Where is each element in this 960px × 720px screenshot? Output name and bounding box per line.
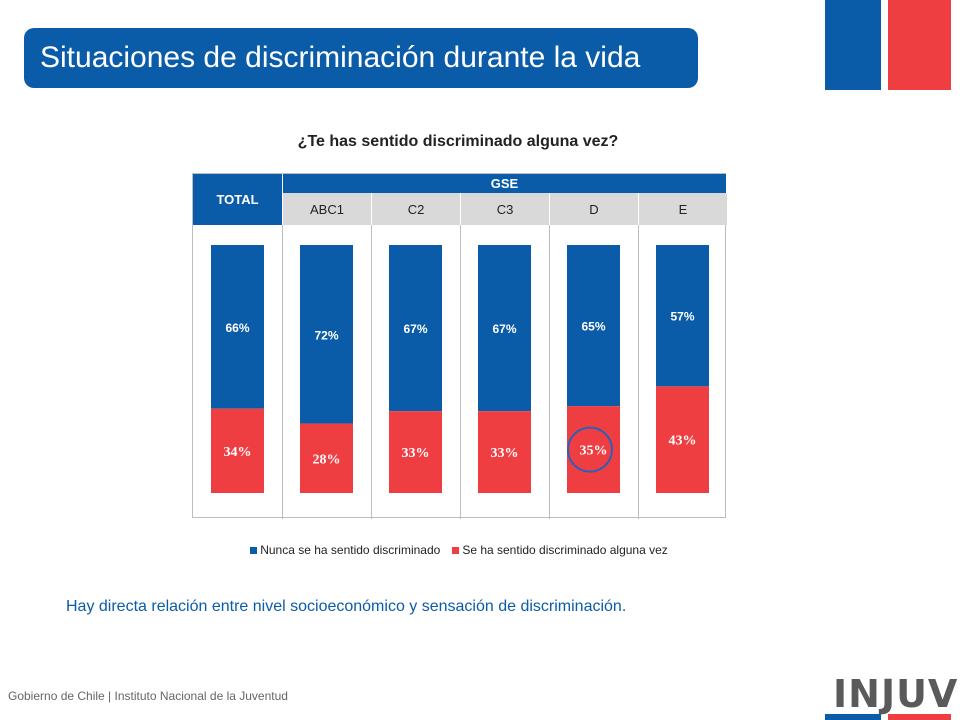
category-label-abc1: ABC1 (282, 193, 371, 225)
category-label-c3: C3 (460, 193, 549, 225)
bar-nunca-abc1 (300, 245, 353, 424)
data-label-nunca-c3: 67% (492, 322, 516, 336)
injuv-logo: INJUV (833, 672, 959, 716)
page-title: Situaciones de discriminación durante la… (40, 41, 641, 74)
title-banner: Situaciones de discriminación durante la… (24, 28, 698, 88)
bar-nunca-e (656, 245, 709, 387)
gse-header: GSE (282, 174, 726, 193)
bar-se-ha-total (211, 408, 264, 493)
chart-title: ¿Te has sentido discriminado alguna vez? (297, 133, 619, 150)
legend-item-nunca: Nunca se ha sentido discriminado (250, 543, 440, 557)
column-divider (282, 225, 283, 519)
footer-text: Gobierno de Chile | Instituto Nacional d… (8, 689, 288, 703)
legend: Nunca se ha sentido discriminado Se ha s… (192, 543, 726, 557)
bar-se-ha-e (656, 386, 709, 493)
column-divider (371, 225, 372, 519)
legend-swatch-red (452, 546, 460, 554)
category-label-d: D (549, 193, 638, 225)
bar-se-ha-c2 (389, 411, 442, 493)
bar-nunca-d (567, 245, 620, 407)
legend-item-se-ha: Se ha sentido discriminado alguna vez (452, 543, 668, 557)
chart-frame: TOTAL GSE ABC1 C2 C3 D E 66% 34% 72% 28% 67%… (192, 173, 727, 519)
legend-label-nunca: Nunca se ha sentido discriminado (260, 543, 441, 557)
data-label-se-ha-c2: 33% (402, 446, 430, 461)
category-label-e: E (638, 193, 727, 225)
data-label-nunca-e: 57% (670, 310, 694, 324)
data-label-nunca-d: 65% (581, 320, 605, 334)
data-label-se-ha-total: 34% (224, 445, 252, 460)
logo-stripes (825, 714, 951, 720)
data-label-se-ha-abc1: 28% (313, 452, 341, 467)
data-label-nunca-total: 66% (225, 321, 249, 335)
flag-stripes (825, 0, 951, 90)
data-label-se-ha-c3: 33% (491, 446, 519, 461)
data-label-se-ha-d: 35% (580, 444, 608, 459)
column-divider (460, 225, 461, 519)
data-label-se-ha-e: 43% (669, 434, 697, 449)
highlight-circle (567, 426, 613, 473)
category-label-c2: C2 (371, 193, 460, 225)
column-divider (549, 225, 550, 519)
column-divider (638, 225, 639, 519)
legend-label-se-ha: Se ha sentido discriminado alguna vez (462, 543, 668, 557)
bar-se-ha-abc1 (300, 423, 353, 493)
data-label-nunca-abc1: 72% (314, 328, 338, 342)
bar-nunca-c2 (389, 245, 442, 412)
conclusion-text: Hay directa relación entre nivel socioec… (66, 598, 627, 615)
total-header: TOTAL (193, 174, 282, 225)
bar-nunca-c3 (478, 245, 531, 412)
legend-swatch-blue (250, 546, 258, 554)
bar-se-ha-c3 (478, 411, 531, 493)
data-label-nunca-c2: 67% (403, 322, 427, 336)
bar-nunca-total (211, 245, 264, 409)
stacked-bar-chart: 66% 34% 72% 28% 67% 33% 67% 33% 65% 35% 57% 43% (211, 245, 709, 493)
